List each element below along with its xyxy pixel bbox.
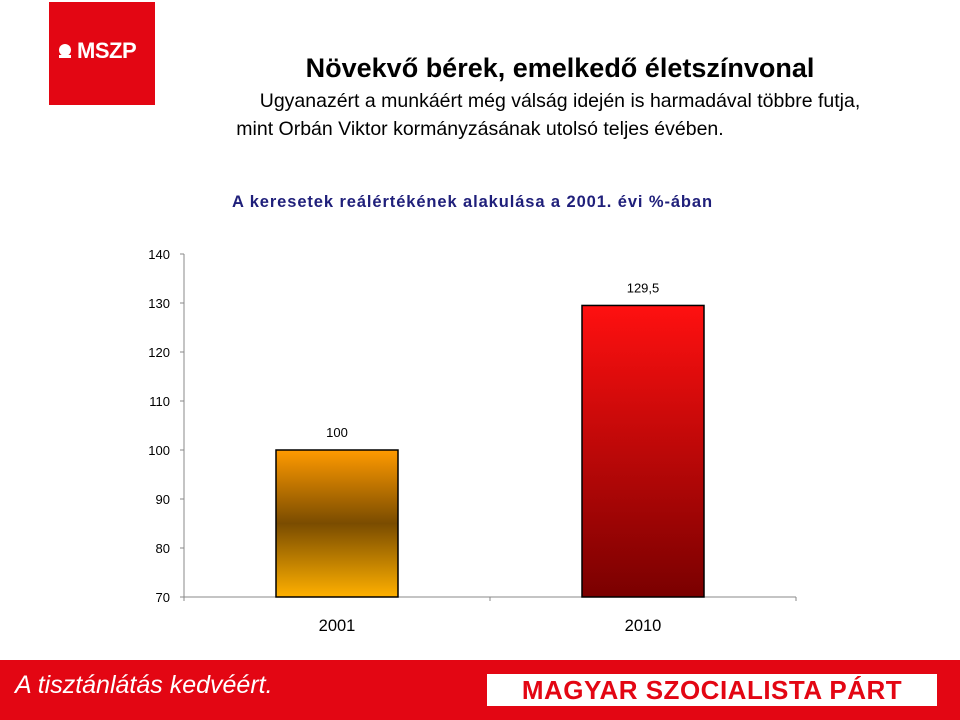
x-tick-label-2010: 2010 — [625, 617, 662, 635]
footer-bar: A tisztánlátás kedvéért. MAGYAR SZOCIALI… — [0, 660, 960, 720]
bar-2010 — [581, 304, 705, 598]
y-tick-label: 110 — [149, 394, 170, 409]
bar-2001 — [275, 449, 399, 598]
data-label-2001: 100 — [326, 425, 348, 440]
y-tick-label: 80 — [156, 541, 170, 556]
bars: 100 129,5 — [275, 280, 705, 598]
subtitle-line-1: Ugyanazért a munkáért még válság idején … — [259, 90, 861, 112]
mszp-logo: MSZP — [49, 2, 155, 105]
y-axis: 70 80 90 100 110 120 130 140 — [148, 247, 185, 605]
y-tick-label: 140 — [148, 247, 170, 262]
y-tick-label: 100 — [148, 443, 170, 458]
rose-icon — [59, 44, 71, 58]
y-tick-label: 90 — [156, 492, 170, 507]
logo-text: MSZP — [77, 38, 137, 63]
logo-mark: MSZP — [57, 36, 149, 66]
x-tick-label-2001: 2001 — [319, 617, 356, 635]
y-tick-label: 120 — [148, 345, 170, 360]
data-label-2010: 129,5 — [627, 280, 660, 295]
footer-party-name: MAGYAR SZOCIALISTA PÁRT — [487, 674, 937, 706]
page-title: Növekvő bérek, emelkedő életszínvonal — [305, 53, 815, 83]
subtitle-line-2: mint Orbán Viktor kormányzásának utolsó … — [236, 118, 724, 140]
y-tick-label: 70 — [156, 590, 170, 605]
y-tick-label: 130 — [148, 296, 170, 311]
x-axis: 2001 2010 — [183, 596, 797, 635]
chart-title: A keresetek reálértékének alakulása a 20… — [232, 193, 713, 211]
bar-chart: 70 80 90 100 110 120 130 140 2001 2010 100 129,5 — [148, 247, 797, 635]
footer-slogan: A tisztánlátás kedvéért. — [15, 671, 273, 699]
